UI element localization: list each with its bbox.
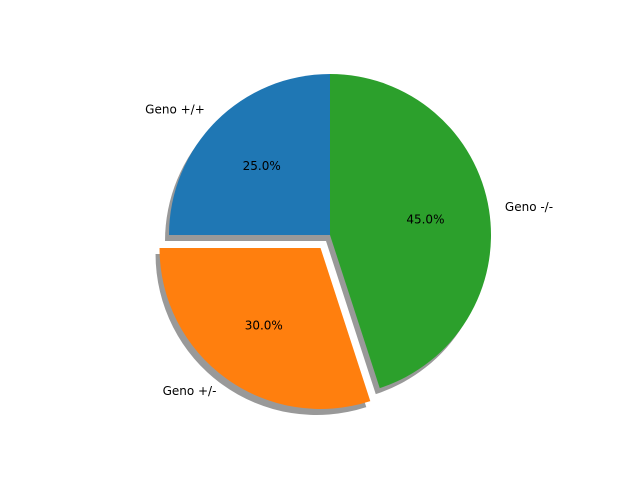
slice-3-percent-label: 45.0%	[406, 212, 444, 226]
slice-3-wedge	[330, 74, 491, 389]
pie-slices	[159, 74, 491, 410]
slice-1-label: Geno +/+	[145, 102, 205, 116]
slice-3-label: Geno -/-	[505, 200, 553, 214]
slice-2-wedge	[159, 248, 371, 410]
slice-labels: Geno +/+ 25.0% Geno +/- 30.0% Geno -/- 45.0%	[145, 102, 553, 398]
slice-2-label: Geno +/-	[163, 384, 217, 398]
slice-2-percent-label: 30.0%	[245, 319, 283, 333]
slice-1-wedge	[169, 74, 330, 235]
slice-1-percent-label: 25.0%	[243, 159, 281, 173]
